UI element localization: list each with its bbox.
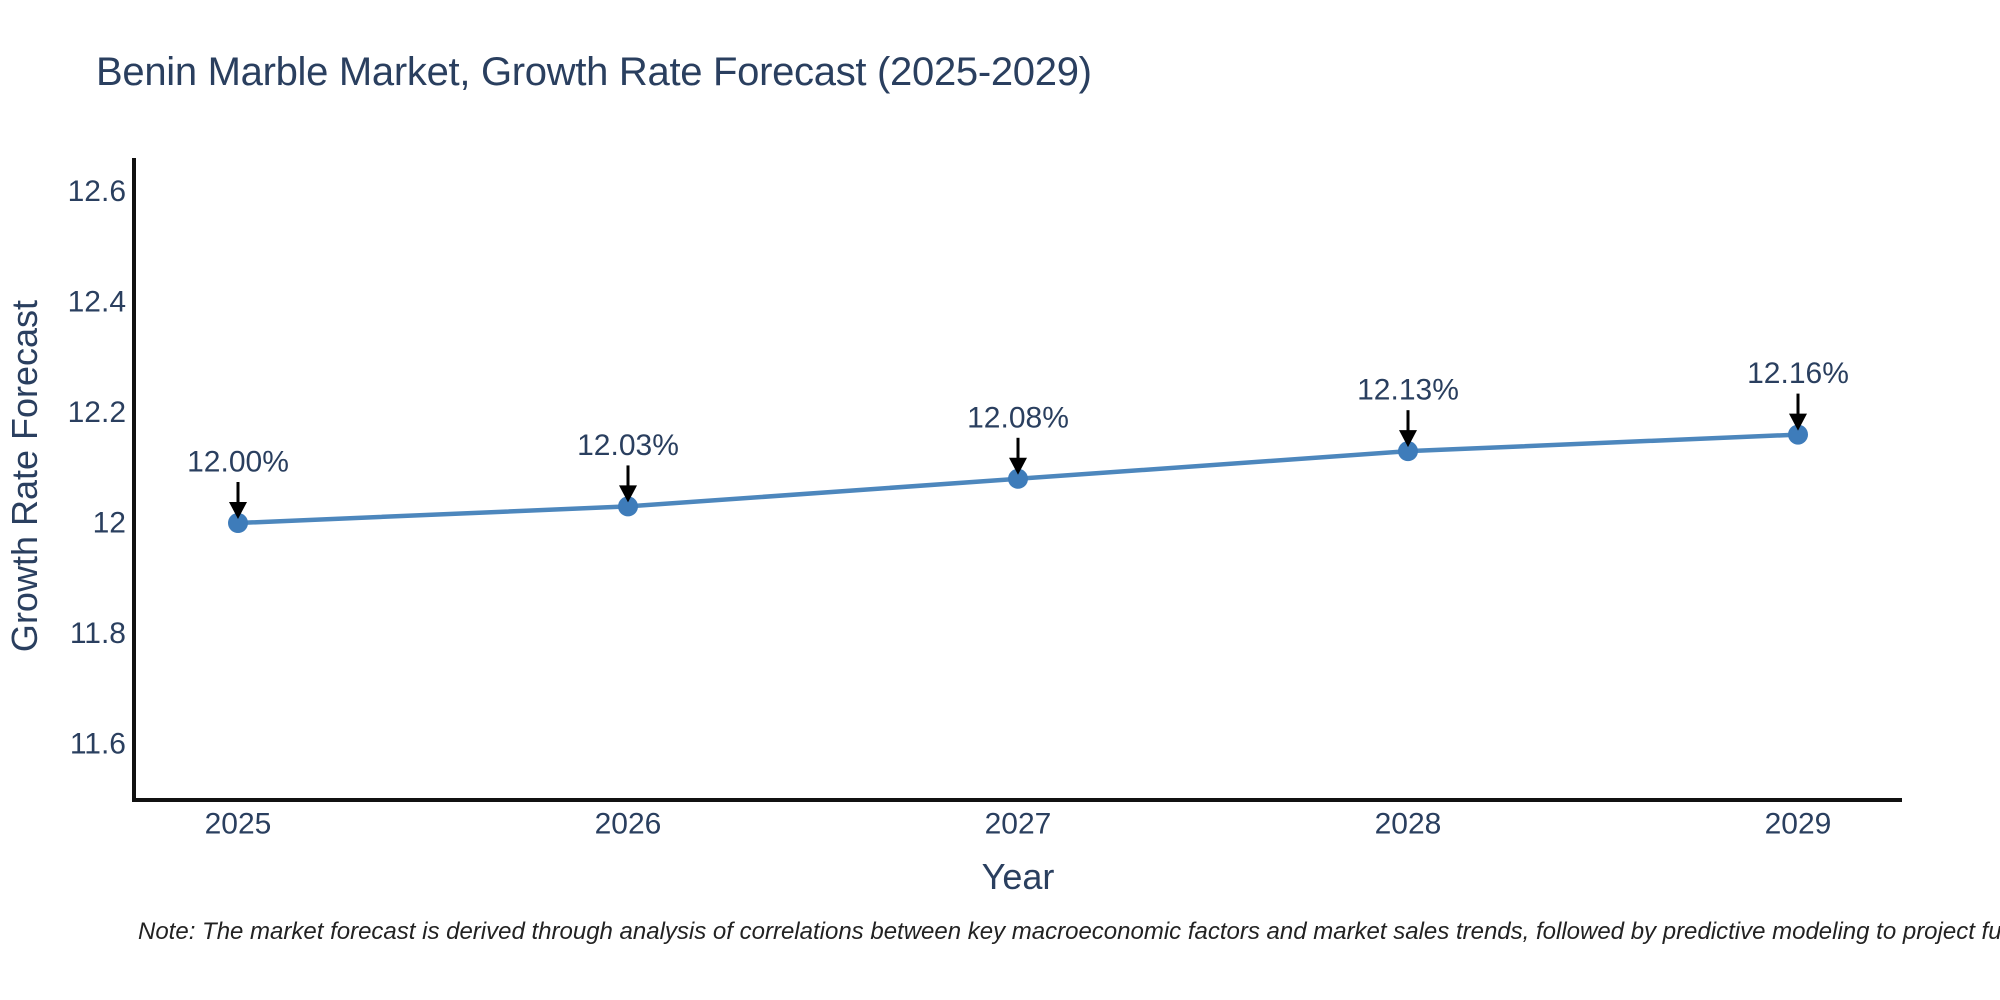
annotation-arrowhead	[1009, 457, 1027, 475]
x-tick-label: 2028	[1375, 808, 1442, 841]
x-tick-label: 2025	[205, 808, 272, 841]
data-point-marker	[618, 496, 638, 517]
data-point-annotation: 12.03%	[577, 429, 679, 462]
data-point-annotation: 12.08%	[967, 401, 1069, 434]
x-tick-label: 2027	[985, 808, 1052, 841]
chart-title: Benin Marble Market, Growth Rate Forecas…	[96, 50, 1092, 94]
y-tick-label: 12.6	[68, 175, 126, 208]
annotation-arrowhead	[1789, 413, 1807, 431]
y-axis-title: Growth Rate Forecast	[4, 299, 45, 653]
annotation-arrowhead	[1399, 430, 1417, 448]
data-point-marker	[1008, 468, 1028, 489]
y-tick-label: 12	[93, 507, 126, 540]
data-point-annotation: 12.16%	[1747, 357, 1849, 390]
y-tick-label: 12.2	[68, 396, 126, 429]
data-point-annotation: 12.13%	[1357, 374, 1459, 407]
y-tick-label: 12.4	[68, 286, 126, 319]
annotation-arrowhead	[229, 502, 247, 519]
data-point-annotation: 12.00%	[187, 446, 289, 479]
annotation-arrowhead	[619, 485, 637, 503]
footnote-text: Note: The market forecast is derived thr…	[138, 918, 2000, 945]
x-tick-label: 2026	[595, 808, 662, 841]
data-point-marker	[1398, 441, 1418, 462]
data-point-marker	[228, 513, 248, 533]
y-tick-label: 11.8	[70, 617, 126, 650]
x-tick-label: 2029	[1765, 808, 1832, 841]
data-point-marker	[1788, 424, 1808, 445]
x-axis-title: Year	[981, 856, 1055, 897]
y-tick-label: 11.6	[70, 728, 126, 761]
